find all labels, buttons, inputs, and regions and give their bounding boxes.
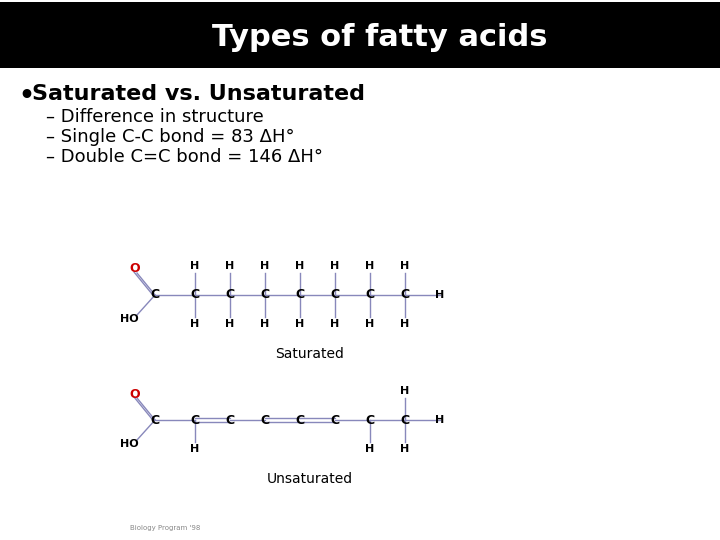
Text: – Single C-C bond = 83 ΔH°: – Single C-C bond = 83 ΔH° xyxy=(46,128,294,146)
Text: C: C xyxy=(366,414,374,427)
Text: H: H xyxy=(295,319,305,329)
Text: H: H xyxy=(365,261,374,271)
Text: H: H xyxy=(261,319,269,329)
Text: Saturated vs. Unsaturated: Saturated vs. Unsaturated xyxy=(32,84,365,104)
Text: H: H xyxy=(330,261,340,271)
Text: Types of fatty acids: Types of fatty acids xyxy=(212,23,548,51)
Text: H: H xyxy=(261,261,269,271)
Text: C: C xyxy=(190,414,199,427)
Text: H: H xyxy=(436,290,445,300)
Text: H: H xyxy=(400,261,410,271)
Text: Biology Program '98: Biology Program '98 xyxy=(130,525,200,531)
Text: H: H xyxy=(225,261,235,271)
Text: C: C xyxy=(295,414,305,427)
Text: H: H xyxy=(365,444,374,454)
Text: HO: HO xyxy=(120,314,138,324)
Text: H: H xyxy=(365,319,374,329)
Text: H: H xyxy=(295,261,305,271)
Text: Saturated: Saturated xyxy=(276,347,344,361)
Text: C: C xyxy=(150,414,160,427)
FancyBboxPatch shape xyxy=(0,2,720,68)
Text: C: C xyxy=(400,288,410,301)
Text: C: C xyxy=(295,288,305,301)
Text: C: C xyxy=(190,288,199,301)
Text: C: C xyxy=(225,414,235,427)
Text: C: C xyxy=(225,288,235,301)
Text: H: H xyxy=(190,319,199,329)
Text: H: H xyxy=(225,319,235,329)
Text: •: • xyxy=(18,84,34,108)
Text: – Difference in structure: – Difference in structure xyxy=(46,108,264,126)
Text: Unsaturated: Unsaturated xyxy=(267,472,353,486)
Text: C: C xyxy=(261,414,269,427)
Text: C: C xyxy=(400,414,410,427)
Text: C: C xyxy=(150,288,160,301)
Text: – Double C=C bond = 146 ΔH°: – Double C=C bond = 146 ΔH° xyxy=(46,148,323,166)
Text: H: H xyxy=(400,319,410,329)
Text: H: H xyxy=(190,444,199,454)
Text: C: C xyxy=(261,288,269,301)
Text: H: H xyxy=(436,415,445,425)
Text: H: H xyxy=(400,386,410,396)
Text: C: C xyxy=(366,288,374,301)
Text: HO: HO xyxy=(120,439,138,449)
Text: H: H xyxy=(330,319,340,329)
Text: C: C xyxy=(330,414,340,427)
Text: O: O xyxy=(130,262,140,275)
Text: H: H xyxy=(190,261,199,271)
Text: H: H xyxy=(400,444,410,454)
Text: O: O xyxy=(130,388,140,401)
Text: C: C xyxy=(330,288,340,301)
